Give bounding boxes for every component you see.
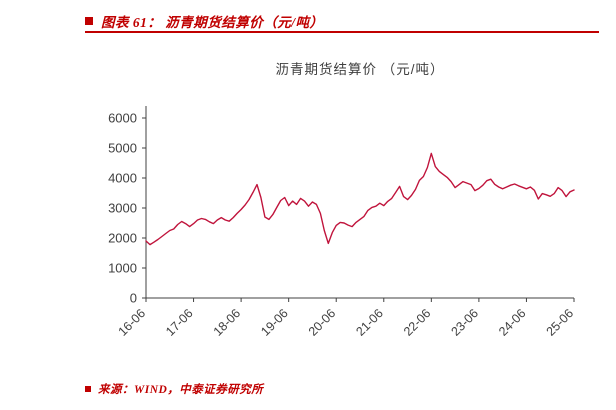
red-square-bullet — [85, 17, 93, 25]
price-line-chart: 0 1000 2000 3000 4000 5000 6000 16-06 17-06 18-06… — [108, 106, 577, 339]
svg-text:20-06: 20-06 — [306, 306, 339, 336]
svg-text:19-06: 19-06 — [258, 306, 291, 336]
svg-text:0: 0 — [130, 291, 137, 306]
chart-card: 沥青期货结算价 （元/吨） 0 1000 2000 3000 4000 5000 6000 1… — [90, 58, 600, 341]
svg-text:5000: 5000 — [108, 141, 137, 156]
svg-text:22-06: 22-06 — [401, 306, 434, 336]
red-square-bullet — [85, 386, 91, 392]
svg-text:6000: 6000 — [108, 111, 137, 126]
svg-text:16-06: 16-06 — [116, 306, 149, 336]
source-text: 来源：WIND，中泰证券研究所 — [98, 384, 264, 396]
svg-text:3000: 3000 — [108, 201, 137, 216]
svg-text:1000: 1000 — [108, 261, 137, 276]
svg-text:18-06: 18-06 — [211, 306, 244, 336]
source-footer: 来源：WIND，中泰证券研究所 — [85, 381, 263, 397]
svg-text:23-06: 23-06 — [448, 306, 481, 336]
svg-text:21-06: 21-06 — [353, 306, 386, 336]
figure-header: 图表 61： 沥青期货结算价（元/吨） — [85, 11, 324, 31]
svg-text:2000: 2000 — [108, 231, 137, 246]
chart-title: 沥青期货结算价 （元/吨） — [275, 62, 445, 77]
svg-text:25-06: 25-06 — [544, 306, 577, 336]
svg-text:17-06: 17-06 — [163, 306, 196, 336]
svg-text:4000: 4000 — [108, 171, 137, 186]
figure-title: 图表 61： 沥青期货结算价（元/吨） — [101, 15, 324, 30]
header-underline — [85, 31, 599, 33]
svg-text:24-06: 24-06 — [496, 306, 529, 336]
